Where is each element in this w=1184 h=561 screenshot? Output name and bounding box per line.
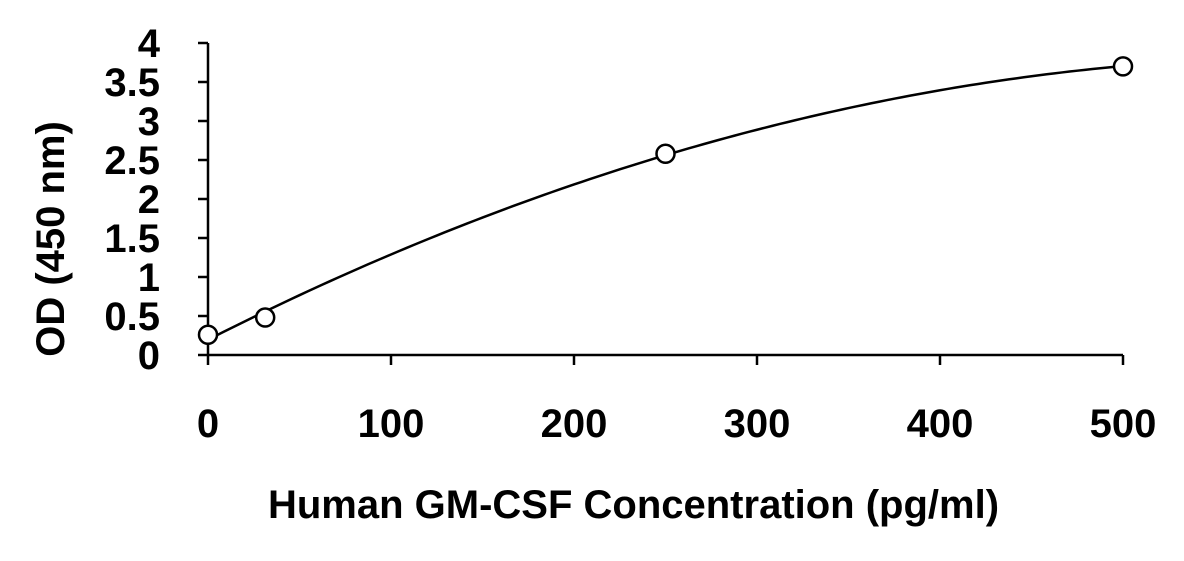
x-tick-label: 300 xyxy=(724,402,791,446)
x-tick-label: 100 xyxy=(358,402,425,446)
y-tick-label: 1.5 xyxy=(104,217,160,261)
data-point xyxy=(197,324,219,345)
y-axis-title: OD (450 nm) xyxy=(29,121,73,357)
y-tick-label: 2 xyxy=(138,178,160,222)
y-axis-ticks: 00.511.522.533.54 xyxy=(104,22,208,378)
y-tick-label: 3.5 xyxy=(104,61,160,105)
x-axis-title: Human GM-CSF Concentration (pg/ml) xyxy=(268,483,999,527)
y-tick-label: 0 xyxy=(138,334,160,378)
x-tick-label: 200 xyxy=(541,402,608,446)
y-tick-label: 1 xyxy=(138,256,160,300)
x-tick-label: 0 xyxy=(197,402,219,446)
y-tick-label: 3 xyxy=(138,100,160,144)
x-tick-label: 400 xyxy=(907,402,974,446)
y-tick-label: 2.5 xyxy=(104,139,160,183)
data-points xyxy=(197,56,1134,345)
y-tick-label: 4 xyxy=(138,22,161,66)
data-point xyxy=(254,307,276,328)
fit-curve xyxy=(207,64,1124,341)
x-tick-label: 500 xyxy=(1090,402,1157,446)
x-axis-ticks: 0 100 200 300 400 500 xyxy=(197,355,1157,446)
data-point xyxy=(655,143,676,165)
axes xyxy=(206,43,1123,357)
y-tick-label: 0.5 xyxy=(104,295,160,339)
data-point xyxy=(1112,56,1134,77)
